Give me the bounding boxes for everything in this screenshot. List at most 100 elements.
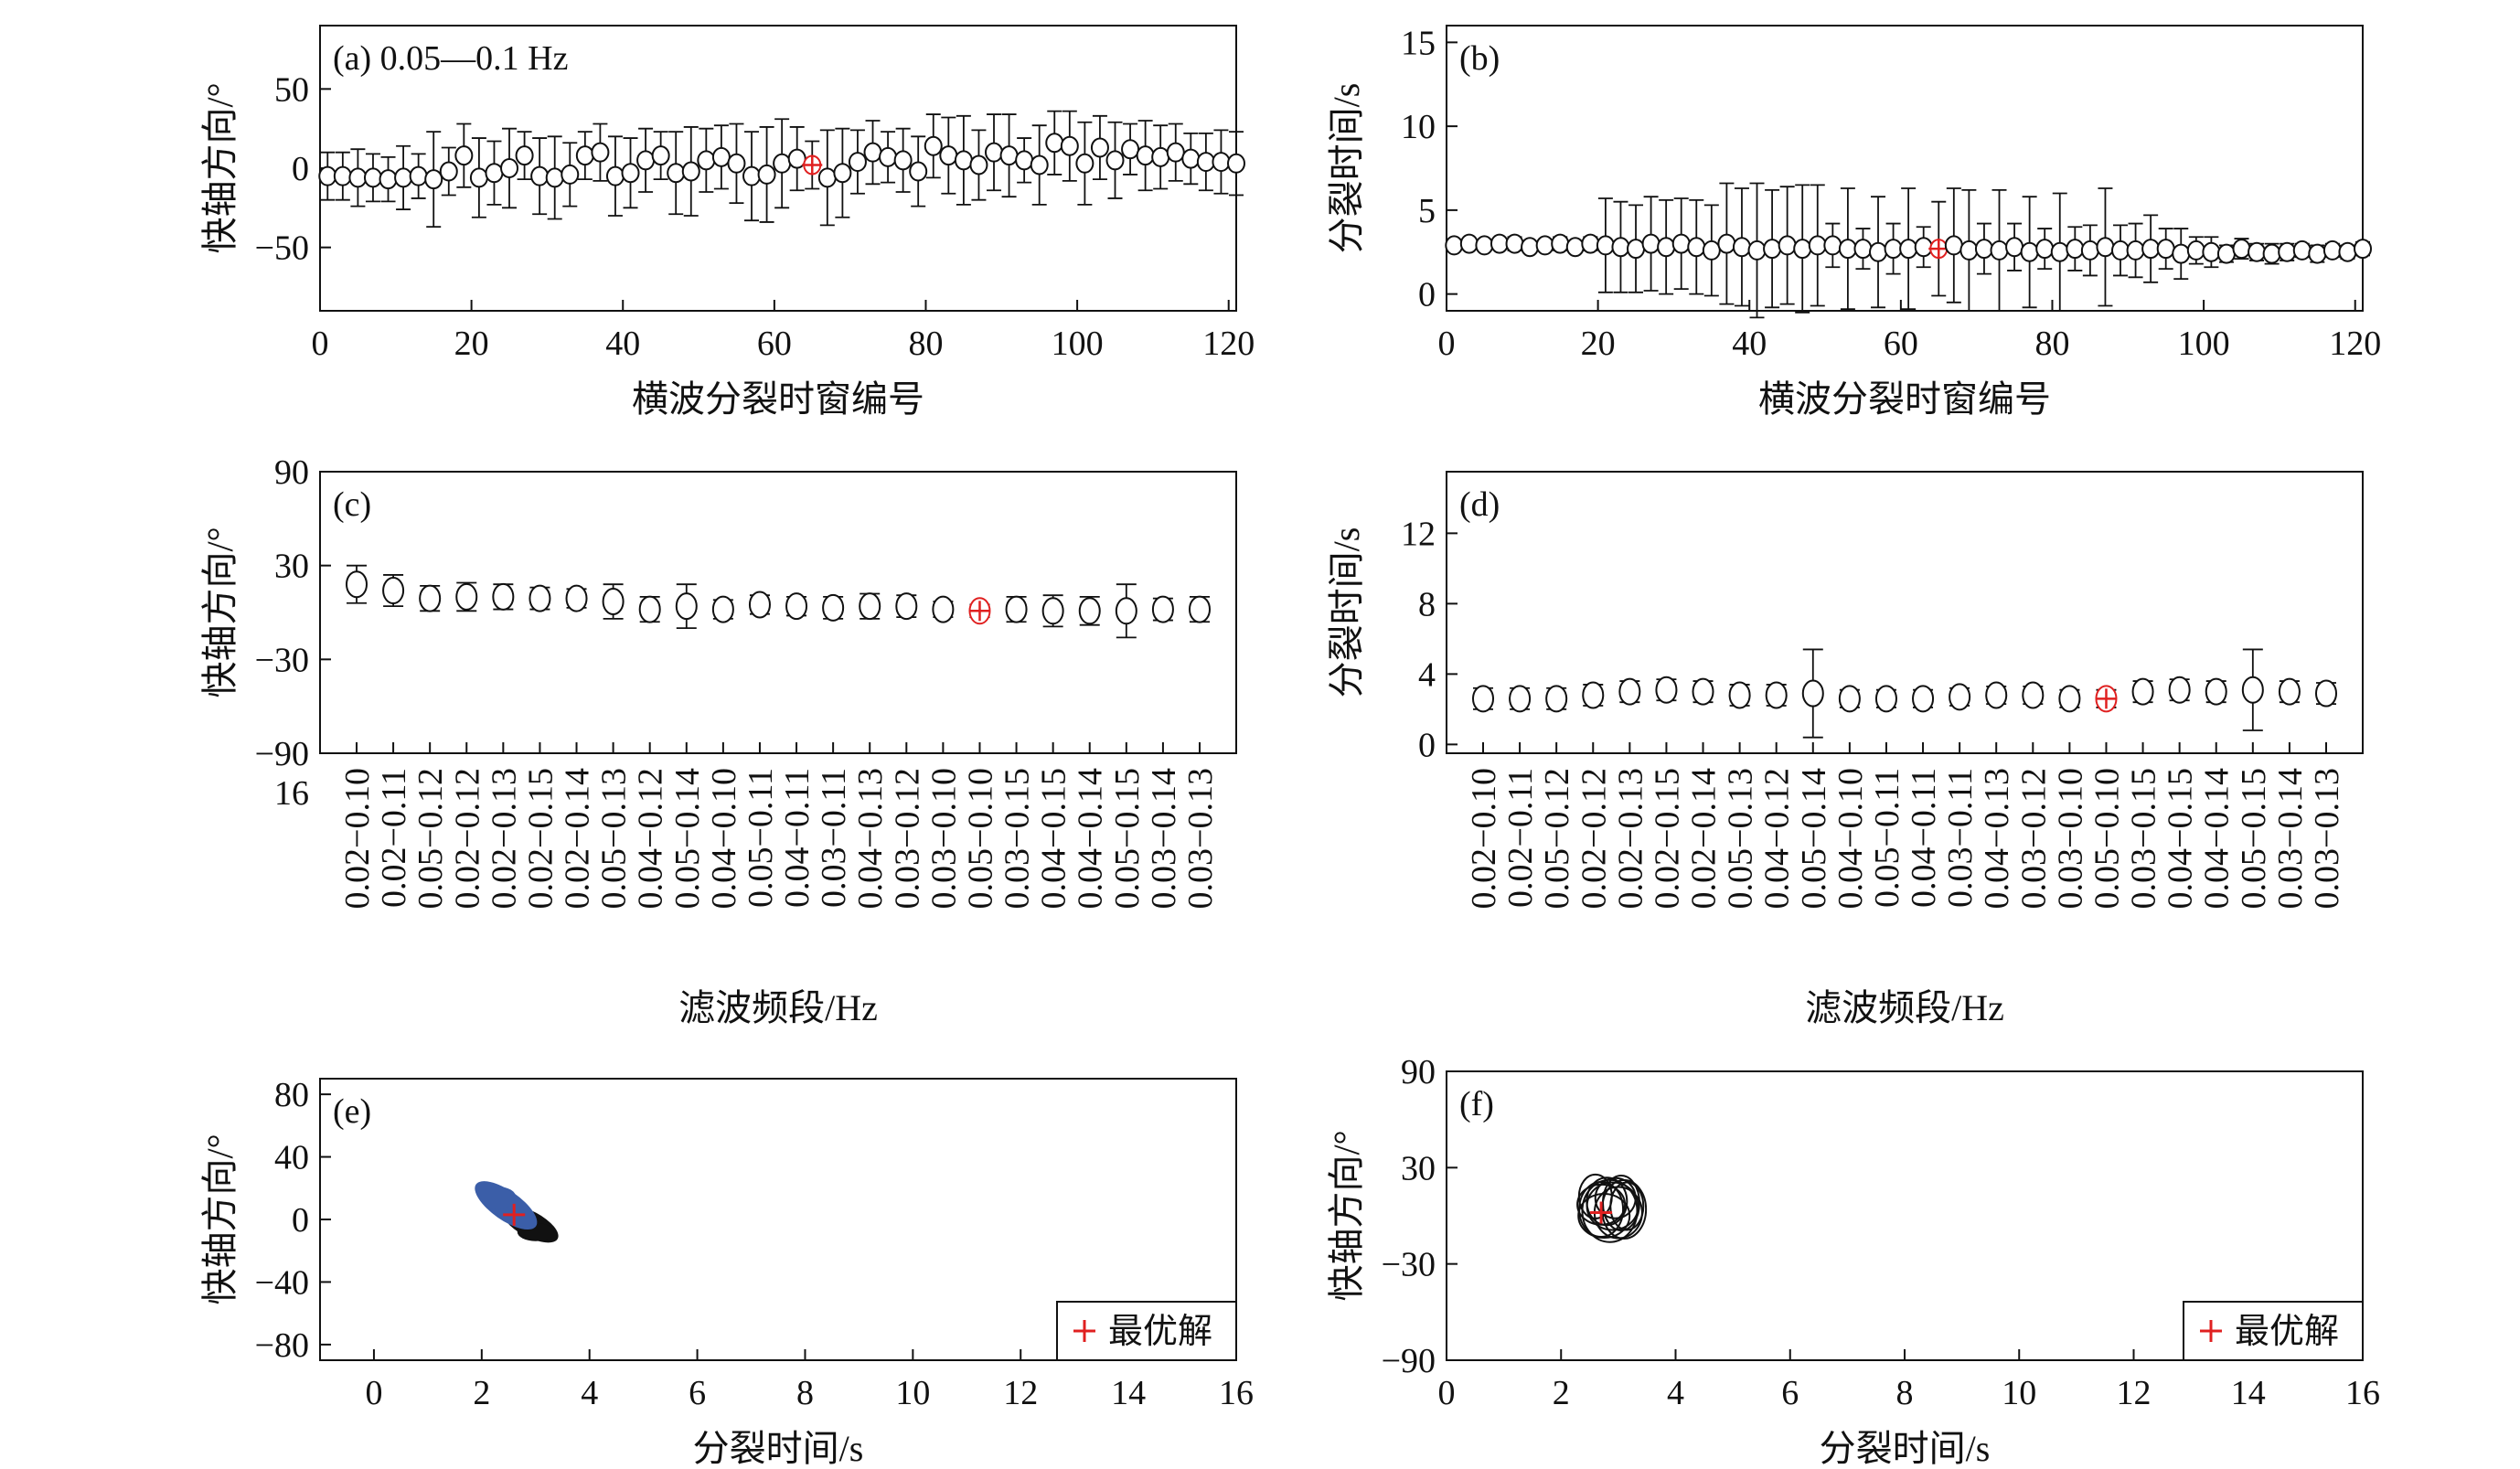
panel-e: 80 40 0 −40 −80 0 2 4 6 8 10 12 14 16 分裂时间/s 快轴方向/° (e) 最… <box>199 1076 1254 1469</box>
contour-ellipse <box>1602 1174 1641 1231</box>
data-point <box>2172 243 2191 264</box>
data-point <box>954 150 973 171</box>
data-point <box>636 150 656 171</box>
data-point <box>939 145 958 166</box>
data-point <box>1196 152 1215 173</box>
x-axis-label: 横波分裂时窗编号 <box>1758 378 2051 420</box>
data-point <box>1801 679 1824 708</box>
data-point <box>785 592 808 621</box>
x-tick-label: 8 <box>1896 1374 1914 1412</box>
data-point <box>1974 239 1993 260</box>
data-point <box>2322 240 2342 261</box>
data-point <box>1045 133 1064 154</box>
data-point <box>924 135 943 156</box>
x-tick-label: 10 <box>895 1374 930 1412</box>
data-point <box>667 163 686 184</box>
x-tick-label: 60 <box>757 325 792 363</box>
data-point <box>1581 233 1600 254</box>
data-point <box>2248 241 2267 262</box>
panel-f: 90 30 −30 −900 2 4 6 8 10 12 14 16 分裂时间/s 快轴方向/° (f) 最优… <box>1326 1053 2380 1469</box>
data-point <box>2126 240 2145 261</box>
y-tick-label: 8 <box>1418 585 1436 623</box>
data-point <box>833 163 852 184</box>
data-point <box>893 150 913 171</box>
data-point <box>2338 241 2357 262</box>
data-point <box>675 592 698 621</box>
data-point <box>2202 241 2221 262</box>
data-point <box>1912 685 1935 713</box>
x-tick-label: 0.04−0.12 <box>632 768 670 909</box>
y-tick-label: 30 <box>274 548 309 586</box>
x-tick-label: 0.02−0.11 <box>375 768 413 908</box>
data-point <box>1808 235 1827 256</box>
y-tick-label: 90 <box>274 453 309 492</box>
x-tick-label: 0.05−0.15 <box>2235 768 2273 909</box>
data-point <box>2354 239 2372 260</box>
x-tick-label: 0.02−0.12 <box>1575 768 1613 909</box>
panel-b: 0 5 10 15 0 20 40 60 80 100 120 横波分裂时窗编号 分裂时间/s (b) <box>1326 24 2381 420</box>
data-point <box>439 161 458 182</box>
data-point <box>2141 239 2161 260</box>
contour-ellipse <box>1576 1183 1627 1226</box>
data-point <box>742 165 762 186</box>
x-tick-label: 0.03−0.13 <box>2308 768 2346 909</box>
y-tick-label: 5 <box>1418 192 1436 230</box>
data-point <box>602 588 625 616</box>
blue-cluster <box>479 1187 517 1209</box>
data-point <box>1227 153 1245 174</box>
x-axis-label: 横波分裂时窗编号 <box>632 378 924 420</box>
data-point <box>348 167 368 188</box>
data-point <box>1041 597 1064 625</box>
data-point <box>419 584 442 612</box>
data-point <box>1472 685 1494 713</box>
data-point <box>2216 243 2236 264</box>
y-tick-label: 4 <box>1418 655 1436 694</box>
x-tick-label: 0.04−0.12 <box>1758 768 1797 909</box>
solution-contours <box>1576 1173 1648 1243</box>
data-point <box>1459 233 1479 254</box>
x-tick-label: 0.04−0.11 <box>778 768 817 908</box>
contour-ellipse <box>1581 1178 1639 1243</box>
data-point <box>1747 240 1767 261</box>
data-point <box>1490 233 1509 254</box>
panel-d: 048120.02−0.100.02−0.110.05−0.120.02−0.1… <box>1326 471 2364 1028</box>
x-tick-label: 0.02−0.14 <box>1685 768 1724 909</box>
x-tick-label: 0.02−0.15 <box>521 768 560 909</box>
data-point <box>651 145 670 166</box>
y-tick-label: 0 <box>292 1201 309 1240</box>
panel-label: (b) <box>1459 39 1500 78</box>
x-tick-label: 0.04−0.10 <box>1831 768 1870 909</box>
y-axis-label: 快轴方向/° <box>199 82 240 253</box>
panel-label: (f) <box>1459 1085 1494 1123</box>
y-tick-label: −50 <box>255 229 309 268</box>
data-point <box>1060 135 1079 156</box>
data-point <box>1627 239 1646 260</box>
x-tick-label: 0.05−0.15 <box>1108 768 1147 909</box>
x-tick-label: 100 <box>1052 325 1104 363</box>
x-tick-label: 120 <box>1202 325 1255 363</box>
data-point <box>1728 681 1751 709</box>
legend-label: 最优解 <box>1108 1313 1212 1351</box>
x-tick-label: 0.05−0.13 <box>595 768 634 909</box>
x-tick-label: 20 <box>1581 325 1616 363</box>
data-point <box>1521 237 1540 258</box>
solution-clusters <box>475 1181 559 1243</box>
data-point <box>2035 239 2055 260</box>
x-tick-label: 0.03−0.12 <box>2014 768 2053 909</box>
data-point <box>1990 240 2009 261</box>
data-point <box>1793 239 1812 260</box>
y-tick-label: 12 <box>1401 515 1436 553</box>
data-point <box>1535 235 1554 256</box>
data-point <box>424 169 443 190</box>
data-point <box>1121 139 1140 160</box>
x-tick-label: 0.05−0.14 <box>1795 768 1833 909</box>
data-point <box>1078 597 1101 625</box>
x-tick-label: 10 <box>2002 1374 2036 1412</box>
data-point <box>409 165 428 186</box>
data-point <box>1189 595 1211 623</box>
data-point <box>1151 595 1174 623</box>
data-point <box>2278 241 2297 262</box>
data-point <box>575 145 594 166</box>
plot-frame <box>1446 25 2364 312</box>
x-tick-label: 16 <box>2345 1374 2380 1412</box>
